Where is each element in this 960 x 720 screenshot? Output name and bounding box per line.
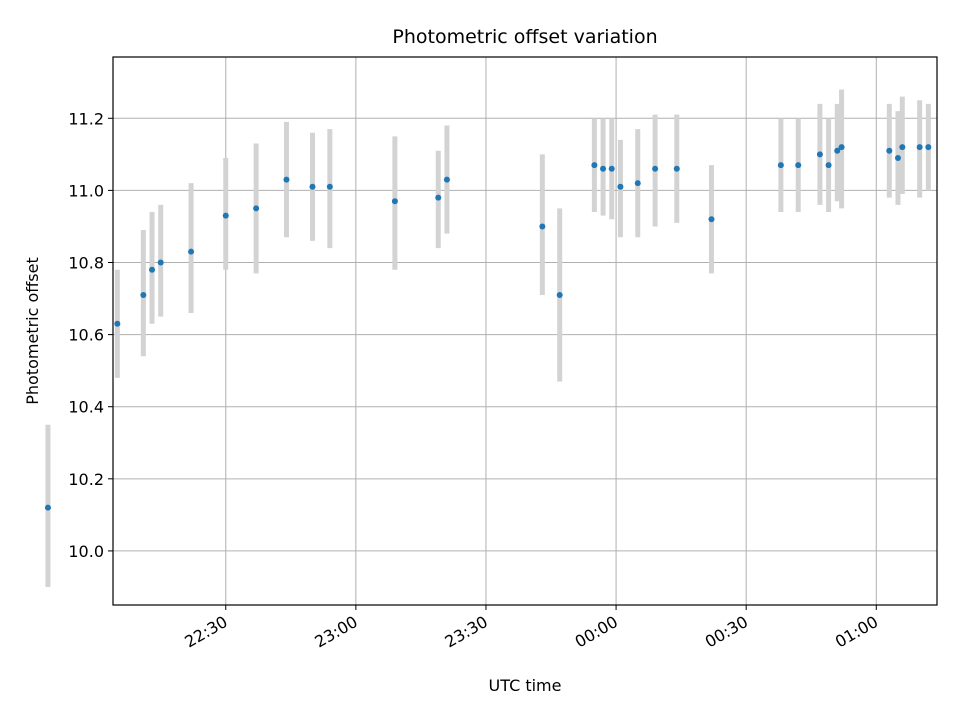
data-point (539, 223, 546, 230)
data-point (44, 504, 51, 511)
data-point (708, 216, 715, 223)
data-point (157, 259, 164, 266)
y-tick-label: 10.6 (68, 326, 104, 345)
data-point (443, 176, 450, 183)
y-tick-label: 10.4 (68, 398, 104, 417)
data-point (326, 183, 333, 190)
data-point (608, 165, 615, 172)
data-point (834, 147, 841, 154)
data-point (283, 176, 290, 183)
y-axis: 10.0 10.2 10.4 10.6 10.8 11.0 11.2 (68, 109, 113, 561)
data-point (634, 180, 641, 187)
data-point (816, 151, 823, 158)
data-point (925, 144, 932, 151)
y-tick-label: 10.8 (68, 254, 104, 273)
data-point (435, 194, 442, 201)
data-point (777, 162, 784, 169)
data-point (838, 144, 845, 151)
y-tick-label: 10.2 (68, 470, 104, 489)
data-point (825, 162, 832, 169)
data-points (44, 144, 932, 511)
data-point (114, 320, 121, 327)
data-point (795, 162, 802, 169)
data-point (140, 291, 147, 298)
y-tick-label: 10.0 (68, 542, 104, 561)
data-point (916, 144, 923, 151)
y-tick-label: 11.2 (68, 109, 104, 128)
data-point (591, 162, 598, 169)
data-point (391, 198, 398, 205)
data-point (652, 165, 659, 172)
data-point (253, 205, 260, 212)
data-point (149, 266, 156, 273)
data-point (600, 165, 607, 172)
data-point (617, 183, 624, 190)
y-axis-title: Photometric offset (23, 257, 42, 405)
data-point (894, 154, 901, 161)
x-axis-title: UTC time (489, 676, 562, 695)
data-point (309, 183, 316, 190)
data-point (188, 248, 195, 255)
data-point (673, 165, 680, 172)
data-point (899, 144, 906, 151)
data-point (222, 212, 229, 219)
data-point (556, 291, 563, 298)
grid-lines (113, 57, 937, 605)
chart-title: Photometric offset variation (392, 26, 657, 48)
y-tick-label: 11.0 (68, 181, 104, 200)
plot-frame (112, 56, 938, 606)
data-point (886, 147, 893, 154)
